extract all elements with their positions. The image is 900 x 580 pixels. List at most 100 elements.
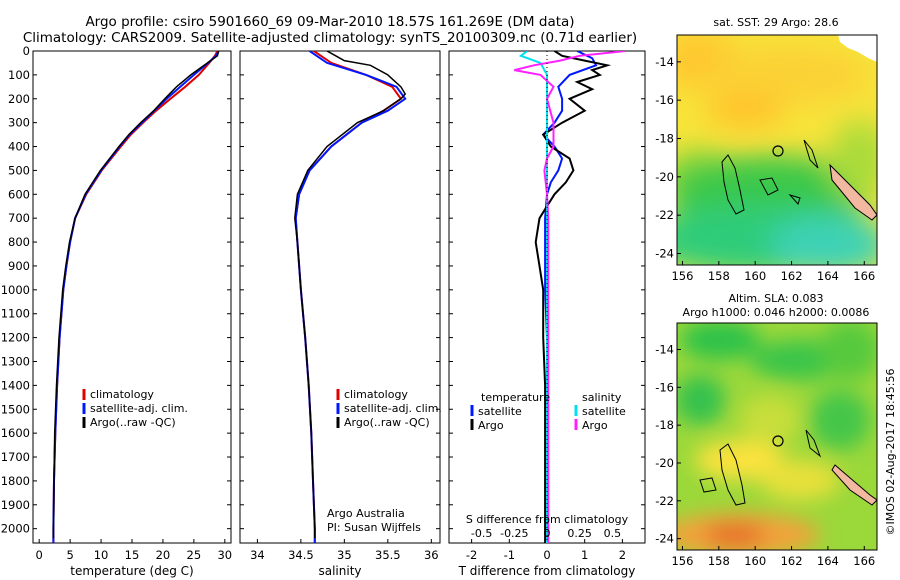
x-tick-label: 35 <box>337 548 352 562</box>
sla-map <box>676 322 878 551</box>
depth-tick-label: 600 <box>8 187 30 201</box>
map-lon-label: 156 <box>671 269 693 283</box>
x-tick-label: -2 <box>466 548 477 562</box>
map-lat-label: -14 <box>655 342 674 356</box>
x2-tick-label: 0 <box>544 527 551 540</box>
depth-tick-label: 1600 <box>1 426 30 440</box>
depth-tick-label: 1300 <box>1 354 30 368</box>
depth-tick-label: 1400 <box>1 378 30 392</box>
map-lat-label: -22 <box>655 494 674 508</box>
legend-entry: satellite <box>478 405 522 418</box>
legend-entry: satellite <box>582 405 626 418</box>
map-lat-label: -16 <box>655 93 674 107</box>
map-lat-label: -14 <box>655 55 674 69</box>
x-tick-label: 34 <box>250 548 265 562</box>
map-lon-label: 158 <box>708 554 730 568</box>
panel-2-lines <box>294 51 407 543</box>
x-tick-label: 25 <box>187 548 202 562</box>
legend-title-salinity: salinity <box>582 391 622 404</box>
legend-entry: climatology <box>90 388 154 401</box>
sla-map-title: Altim. SLA: 0.083 <box>728 292 823 305</box>
map-lon-label: 162 <box>781 554 803 568</box>
series-line-argo-raw-qc- <box>52 51 220 539</box>
legend-entry: climatology <box>344 388 408 401</box>
map-lat-label: -20 <box>655 170 674 184</box>
depth-tick-label: 200 <box>8 92 30 106</box>
map-lon-label: 160 <box>744 554 766 568</box>
float-marker <box>772 435 784 447</box>
legend-entry: Argo <box>478 419 504 432</box>
map-lon-label: 166 <box>853 269 875 283</box>
depth-tick-label: 1100 <box>1 307 30 321</box>
map-lat-label: -18 <box>655 418 674 432</box>
series-line-temperature-argo <box>534 51 612 543</box>
panel-3-lines <box>514 51 626 543</box>
depth-tick-label: 300 <box>8 116 30 130</box>
x2-tick-label: 0.25 <box>567 527 592 540</box>
legend-entry: Argo(..raw -QC) <box>344 416 430 429</box>
panel-2-frame <box>239 50 441 544</box>
legend-title-temperature: temperature <box>481 391 550 404</box>
float-marker <box>772 145 784 157</box>
depth-tick-label: 1500 <box>1 402 30 416</box>
depth-tick-label: 700 <box>8 211 30 225</box>
sst-map <box>676 34 878 266</box>
series-line-temperature-satellite <box>541 51 598 543</box>
depth-tick-label: 1000 <box>1 283 30 297</box>
map-lon-label: 160 <box>744 269 766 283</box>
depth-tick-label: 500 <box>8 163 30 177</box>
map-lat-label: -18 <box>655 132 674 146</box>
legend-entry: satellite-adj. clim. <box>344 402 442 415</box>
x-tick-label: 0 <box>543 548 550 562</box>
header-line-1: Argo profile: csiro 5901660_69 09-Mar-20… <box>85 14 575 30</box>
x-tick-label: 30 <box>217 548 232 562</box>
legend-entry: satellite-adj. clim. <box>90 402 188 415</box>
depth-tick-label: 1700 <box>1 450 30 464</box>
sst-map-title: sat. SST: 29 Argo: 28.6 <box>713 16 838 29</box>
x-tick-label: 20 <box>156 548 171 562</box>
legend-entry: Argo <box>582 419 608 432</box>
depth-tick-label: 1200 <box>1 331 30 345</box>
x-tick-label: 36 <box>424 548 439 562</box>
legend-entry: Argo(..raw -QC) <box>90 416 176 429</box>
x-tick-label: -1 <box>504 548 515 562</box>
x-tick-label: 35.5 <box>375 548 401 562</box>
map-lat-label: -22 <box>655 208 674 222</box>
depth-tick-label: 100 <box>8 68 30 82</box>
depth-tick-label: 400 <box>8 140 30 154</box>
x2-axis-label: S difference from climatology <box>466 513 629 526</box>
x-tick-label: 5 <box>66 548 73 562</box>
x2-tick-label: -0.25 <box>500 527 528 540</box>
sla-map-subtitle: Argo h1000: 0.046 h2000: 0.0086 <box>683 306 870 319</box>
annotation-argo-australia: Argo Australia <box>327 507 405 520</box>
depth-tick-label: 1900 <box>1 498 30 512</box>
x2-tick-label: 0.5 <box>604 527 622 540</box>
x-tick-label: 0 <box>36 548 43 562</box>
map-lat-label: -16 <box>655 380 674 394</box>
imos-credit: ©IMOS 02-Aug-2017 18:45:56 <box>884 369 897 536</box>
map-lat-label: -24 <box>655 532 674 546</box>
map-lat-label: -24 <box>655 247 674 261</box>
series-line-argo-raw-qc- <box>294 51 407 539</box>
map-lon-label: 162 <box>781 269 803 283</box>
map-lon-label: 164 <box>817 554 839 568</box>
series-line-satellite-adj-clim- <box>52 51 220 543</box>
x-tick-label: 2 <box>619 548 626 562</box>
panel-1-lines <box>52 51 220 543</box>
x-tick-label: 34.5 <box>288 548 314 562</box>
annotation-pi: PI: Susan Wijffels <box>327 521 421 534</box>
series-line-climatology <box>52 51 219 543</box>
depth-tick-label: 2000 <box>1 522 30 536</box>
x-tick-label: 1 <box>581 548 588 562</box>
map-lat-label: -20 <box>655 456 674 470</box>
map-lon-label: 158 <box>708 269 730 283</box>
x-axis-label: temperature (deg C) <box>70 564 193 578</box>
x2-tick-label: -0.5 <box>471 527 492 540</box>
depth-tick-label: 1800 <box>1 474 30 488</box>
map-lon-label: 156 <box>671 554 693 568</box>
x-tick-label: 15 <box>125 548 140 562</box>
depth-tick-label: 800 <box>8 235 30 249</box>
series-line-climatology <box>294 51 403 543</box>
x-axis-label: salinity <box>318 564 361 578</box>
